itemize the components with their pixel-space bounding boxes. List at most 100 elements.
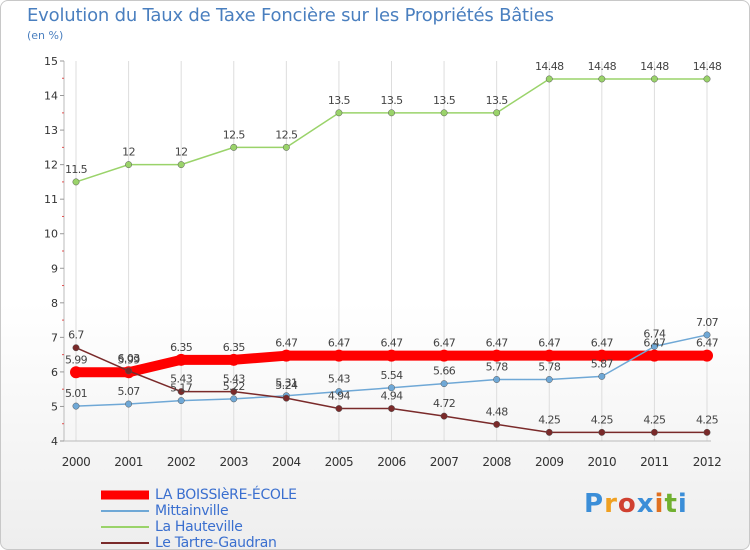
data-label: 6.47	[696, 337, 719, 350]
data-label: 14.48	[693, 60, 722, 73]
data-point	[70, 366, 82, 379]
legend-label: La Hauteville	[155, 519, 243, 535]
x-tick-label: 2012	[693, 455, 722, 469]
data-label: 12	[122, 146, 135, 159]
y-tick-label: 4	[51, 435, 58, 448]
data-point	[230, 395, 238, 403]
data-label: 5.99	[118, 353, 141, 366]
data-label: 5.66	[433, 365, 456, 378]
data-label: 4.94	[380, 390, 403, 403]
data-label: 6.35	[223, 341, 246, 354]
y-tick-label: 13	[44, 124, 58, 137]
data-label: 13.5	[328, 94, 351, 107]
data-point	[335, 405, 343, 412]
legend-swatch-mittainville	[101, 510, 149, 512]
chart-title: Evolution du Taux de Taxe Foncière sur l…	[27, 5, 554, 26]
data-label: 5.43	[170, 373, 193, 386]
data-label: 4.48	[486, 405, 509, 418]
x-tick-label: 2003	[219, 455, 248, 469]
data-label: 6.47	[328, 337, 351, 350]
data-label: 12.5	[275, 128, 298, 141]
data-label: 6.47	[486, 337, 509, 350]
data-point	[545, 376, 553, 383]
data-point	[703, 428, 711, 436]
y-tick-label: 12	[44, 159, 58, 172]
data-point	[440, 109, 448, 117]
data-point	[493, 420, 501, 428]
legend-label: LA BOISSIèRE-ÉCOLE	[155, 487, 297, 503]
data-point	[650, 428, 658, 436]
x-tick-label: 2005	[325, 455, 354, 469]
data-label: 13.5	[486, 94, 509, 107]
data-point	[282, 143, 290, 151]
y-tick-label: 15	[44, 55, 58, 68]
data-label: 5.17	[170, 382, 193, 395]
data-label: 6.74	[643, 327, 666, 340]
data-label: 5.07	[118, 385, 141, 398]
data-point	[125, 400, 133, 408]
y-tick-label: 8	[51, 297, 58, 310]
data-label: 14.48	[640, 60, 669, 73]
x-tick-label: 2004	[272, 455, 301, 469]
data-point	[72, 402, 80, 410]
data-point	[72, 344, 80, 352]
data-point	[125, 161, 133, 169]
x-tick-label: 2006	[377, 455, 406, 469]
data-label: 6.47	[591, 337, 614, 350]
proxiti-logo: Proxiti	[584, 489, 688, 519]
legend-label: Mittainville	[155, 503, 229, 519]
x-tick-label: 2002	[167, 455, 196, 469]
data-label: 12.5	[223, 128, 246, 141]
data-label: 6.47	[433, 337, 456, 350]
data-label: 5.54	[380, 369, 403, 382]
data-point	[282, 394, 290, 402]
data-label: 12	[175, 146, 188, 159]
y-tick-label: 9	[51, 262, 58, 275]
data-label: 5.24	[275, 379, 298, 392]
data-label: 5.87	[591, 357, 614, 370]
y-tick-label: 6	[51, 366, 58, 379]
data-point	[385, 349, 398, 362]
data-point	[230, 388, 238, 396]
data-label: 6.47	[643, 337, 666, 350]
x-tick-label: 2011	[640, 455, 669, 469]
x-tick-label: 2008	[482, 455, 511, 469]
data-label: 13.5	[380, 94, 403, 107]
data-label: 4.25	[696, 413, 719, 426]
data-point	[701, 349, 713, 362]
data-label: 5.43	[328, 373, 351, 386]
data-point	[177, 388, 185, 396]
data-point	[595, 349, 608, 362]
data-label: 4.25	[591, 413, 614, 426]
data-label: 4.72	[433, 397, 455, 410]
data-label: 6.03	[118, 352, 141, 365]
data-label: 5.78	[486, 361, 509, 374]
data-point	[598, 372, 606, 380]
data-point	[280, 349, 293, 362]
data-point	[125, 367, 133, 375]
data-label: 6.47	[275, 337, 298, 350]
data-point	[72, 178, 80, 186]
data-point	[388, 384, 395, 392]
data-label: 5.01	[65, 387, 87, 400]
data-point	[598, 75, 606, 83]
data-label: 5.78	[538, 361, 561, 374]
legend-label: Le Tartre-Gaudran	[155, 535, 277, 550]
data-label: 14.48	[588, 60, 617, 73]
data-point	[493, 376, 501, 383]
data-label: 5.22	[223, 380, 245, 393]
data-point	[230, 143, 238, 151]
data-label: 14.48	[535, 60, 564, 73]
x-tick-label: 2000	[62, 455, 91, 469]
data-label: 11.5	[65, 163, 88, 176]
data-label: 7.07	[696, 316, 719, 329]
x-tick-label: 2010	[588, 455, 617, 469]
chart-subtitle: (en %)	[27, 29, 64, 42]
legend-swatch-le-tartre-gaudran	[101, 542, 149, 544]
data-point	[335, 109, 343, 117]
legend-swatch-la-hauteville	[101, 526, 149, 528]
data-point	[438, 349, 451, 362]
data-point	[650, 342, 658, 350]
